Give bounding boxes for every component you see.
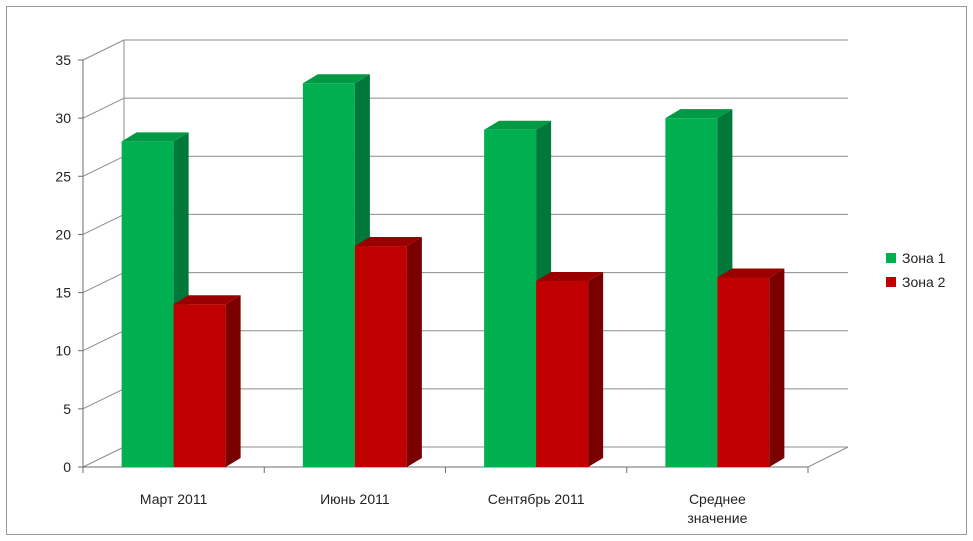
y-tick-label: 15 [55,285,71,301]
chart-frame: 0 5 10 15 20 25 30 35 Март 2011 Июнь 2011 Сентябрь… [6,6,967,535]
gridline-side [82,39,125,61]
bar-1 [484,129,537,467]
bar-top [173,295,241,305]
legend-swatch [886,253,896,263]
gridline-side [82,213,125,235]
bar-top [121,132,189,142]
legend-label: Зона 2 [902,274,946,290]
floor-edge [807,446,849,468]
x-tick-label: Июнь 2011 [320,491,390,507]
x-tick-label: значение [687,510,747,526]
gridline-side [82,97,125,119]
x-tick-label: Март 2011 [140,491,208,507]
bar-side [406,237,422,467]
bar-top [484,120,552,130]
bar-top [354,237,422,247]
bar-top [536,271,604,281]
y-tick-label: 20 [55,226,71,242]
gridline-side [82,155,125,177]
bar-2 [717,277,770,467]
bar-chart: 0 5 10 15 20 25 30 35 Март 2011 Июнь 2011 Сентябрь… [55,39,946,526]
bar-side [225,295,241,467]
bar-side [588,271,604,467]
x-tick-label: Среднее [689,491,746,507]
bar-2 [354,246,407,467]
legend-label: Зона 1 [902,250,946,266]
bar-2 [173,304,226,467]
y-tick-label: 25 [55,168,71,184]
bar-top [302,74,370,84]
bar-top [717,268,785,278]
bar-2 [536,280,589,467]
gridline-side [82,388,125,410]
gridline-side [82,330,125,352]
legend-swatch [886,277,896,287]
gridline-side [82,272,125,294]
x-tick-label: Сентябрь 2011 [488,491,585,507]
y-tick-label: 0 [63,459,71,475]
bar-1 [121,141,174,467]
gridline-side [82,446,125,468]
y-tick-label: 30 [55,110,71,126]
bar-top [665,109,733,119]
bar-1 [665,118,718,468]
y-tick-label: 5 [63,401,71,417]
y-tick-label: 35 [55,52,71,68]
bar-1 [302,83,355,467]
y-tick-label: 10 [55,343,71,359]
bar-side [769,268,785,467]
